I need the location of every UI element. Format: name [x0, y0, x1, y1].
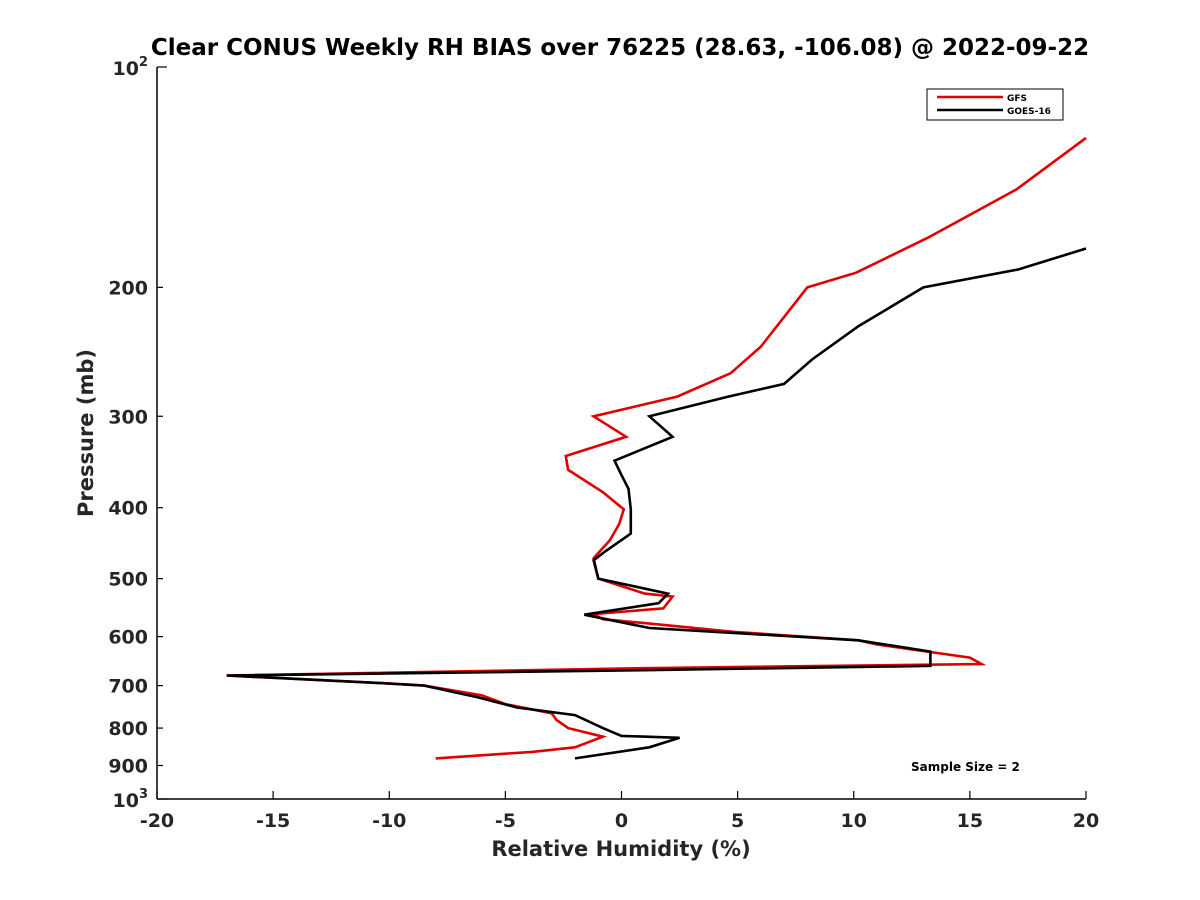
legend-label-goes16: GOES-16 — [1007, 107, 1051, 117]
y-tick-label-power: 102 — [113, 55, 149, 80]
y-tick-label: 200 — [108, 277, 148, 299]
legend-label-gfs: GFS — [1007, 94, 1027, 104]
y-axis-label: Pressure (mb) — [74, 349, 98, 517]
y-tick-power-exponent: 2 — [139, 55, 148, 70]
y-tick-label-power: 103 — [113, 787, 149, 812]
chart-title: Clear CONUS Weekly RH BIAS over 76225 (2… — [151, 35, 1089, 61]
x-tick-label: -10 — [372, 810, 406, 832]
x-axis-ticks: -20 -15 -10 -5 0 5 10 15 20 — [140, 791, 1099, 832]
x-tick-label: 15 — [957, 810, 983, 832]
x-tick-label: -5 — [495, 810, 516, 832]
y-tick-label: 300 — [108, 406, 148, 428]
y-tick-label: 900 — [108, 756, 148, 778]
y-tick-label: 400 — [108, 498, 148, 520]
x-tick-label: 20 — [1073, 810, 1099, 832]
y-tick-power-base: 10 — [113, 790, 139, 812]
x-tick-label: 10 — [841, 810, 867, 832]
y-tick-label: 700 — [108, 676, 148, 698]
plot-area: -20 -15 -10 -5 0 5 10 15 20 10220030040050060070… — [108, 55, 1099, 832]
x-axis-label: Relative Humidity (%) — [491, 837, 750, 861]
series-line-gfs — [226, 136, 1087, 760]
x-tick-label: -15 — [256, 810, 290, 832]
x-tick-label: 5 — [731, 810, 744, 832]
y-tick-label: 500 — [108, 569, 148, 591]
series-line-goes16 — [226, 247, 1087, 760]
y-tick-power-base: 10 — [113, 58, 139, 80]
sample-size-annotation: Sample Size = 2 — [911, 760, 1020, 774]
series-layer — [226, 136, 1087, 760]
x-tick-label: -20 — [140, 810, 174, 832]
legend-box — [926, 88, 1064, 121]
x-tick-label: 0 — [615, 810, 628, 832]
y-tick-label: 800 — [108, 718, 148, 740]
y-tick-power-exponent: 3 — [139, 787, 148, 802]
y-tick-label: 600 — [108, 627, 148, 649]
legend: GFS GOES-16 — [926, 88, 1064, 121]
